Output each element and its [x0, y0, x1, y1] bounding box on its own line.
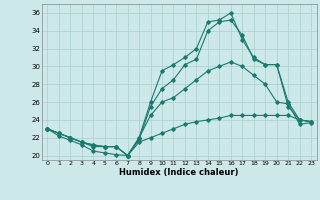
X-axis label: Humidex (Indice chaleur): Humidex (Indice chaleur) — [119, 168, 239, 177]
